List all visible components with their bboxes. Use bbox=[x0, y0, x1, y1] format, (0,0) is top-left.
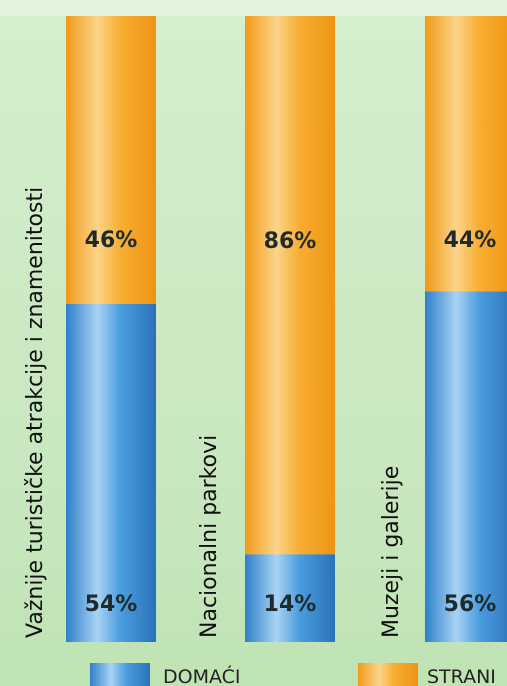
bar-strani-muzeji-i-galerije bbox=[425, 16, 507, 292]
legend-label-strani: STRANI bbox=[427, 666, 496, 686]
value-label-domaci: 54% bbox=[85, 592, 138, 617]
legend-label-domaci: DOMAĆI bbox=[163, 664, 241, 686]
value-label-domaci: 14% bbox=[264, 592, 317, 617]
value-label-domaci: 56% bbox=[444, 592, 497, 617]
category-label-muzeji-i-galerije: Muzeji i galerije bbox=[379, 466, 404, 638]
legend-swatch-strani bbox=[358, 663, 418, 686]
labels-layer: 46% 54% 86% 14% 44% 56% bbox=[85, 228, 497, 617]
top-strip bbox=[0, 0, 507, 16]
bars-layer bbox=[66, 16, 507, 642]
bar-domaci-vaznije-turisticke-atrakcije-i-znamenitosti bbox=[66, 303, 156, 642]
bar-strani-vaznije-turisticke-atrakcije-i-znamenitosti bbox=[66, 16, 156, 304]
bar-domaci-nacionalni-parkovi bbox=[245, 554, 335, 642]
legend-swatch-domaci bbox=[90, 663, 150, 686]
value-label-strani: 46% bbox=[85, 228, 138, 253]
category-label-nacionalni-parkovi: Nacionalni parkovi bbox=[197, 435, 222, 638]
value-label-strani: 86% bbox=[264, 229, 317, 254]
bar-strani-nacionalni-parkovi bbox=[245, 16, 335, 555]
bar-domaci-muzeji-i-galerije bbox=[425, 291, 507, 642]
category-labels: Važnije turističke atrakcije i znamenito… bbox=[23, 187, 404, 638]
value-label-strani: 44% bbox=[444, 228, 497, 253]
category-label-vaznije-turisticke-atrakcije-i-znamenitosti: Važnije turističke atrakcije i znamenito… bbox=[23, 187, 48, 638]
legend: DOMAĆI STRANI bbox=[90, 663, 496, 686]
